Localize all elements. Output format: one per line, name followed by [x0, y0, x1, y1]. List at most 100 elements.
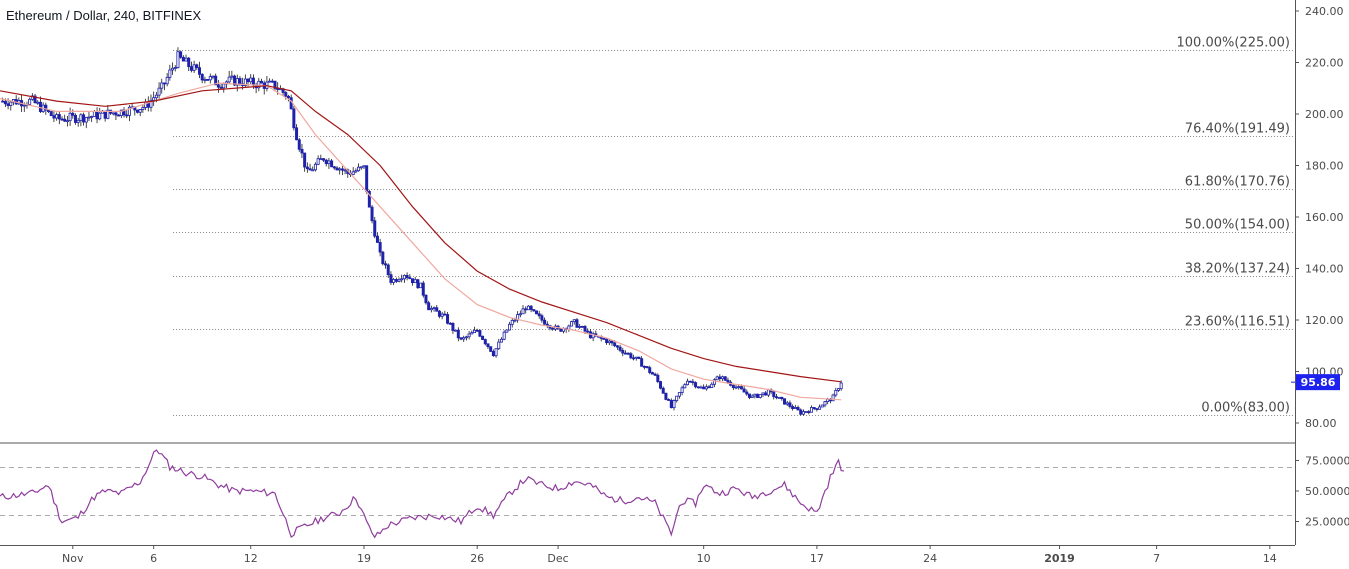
candle-body	[286, 95, 290, 99]
candle-body	[664, 392, 668, 400]
candle-body	[200, 73, 204, 81]
candle-body	[424, 294, 428, 304]
fib-level-label: 61.80%(170.76)	[1185, 175, 1290, 190]
rsi-tick-label: 75.0000	[1305, 455, 1349, 468]
candle-body	[117, 114, 121, 117]
candle-body	[73, 114, 77, 123]
candle-body	[672, 400, 676, 409]
candle-body	[400, 278, 404, 281]
candle-body	[758, 394, 762, 398]
candle-body	[745, 391, 749, 395]
candle-body	[370, 206, 374, 222]
candle-body	[208, 76, 212, 81]
candle-body	[667, 399, 671, 401]
candle-body	[753, 393, 757, 397]
candle-body	[707, 386, 711, 389]
candle-body	[303, 152, 307, 168]
candle-body	[650, 372, 654, 375]
candle-body	[429, 308, 433, 311]
candle-body	[111, 112, 115, 115]
candle-body	[52, 115, 56, 119]
candle-body	[95, 111, 99, 120]
candle-body	[807, 411, 811, 413]
candle-body	[322, 158, 326, 161]
fib-level-label: 23.60%(116.51)	[1185, 315, 1290, 330]
candle-body	[235, 78, 239, 86]
candle-body	[718, 376, 722, 380]
candle-body	[375, 235, 379, 243]
symbol-name: Ethereum / Dollar	[6, 8, 107, 23]
candle-body	[437, 310, 441, 317]
candle-body	[373, 220, 377, 237]
price-tick-label: 120.00	[1305, 314, 1344, 327]
candle-body	[284, 92, 288, 97]
candle-body	[602, 338, 606, 340]
fib-level-label: 38.20%(137.24)	[1185, 262, 1290, 277]
candle-body	[211, 75, 215, 78]
candle-body	[804, 411, 808, 413]
candle-body	[688, 380, 692, 383]
fib-level-label: 50.00%(154.00)	[1185, 218, 1290, 233]
candle-body	[521, 308, 525, 315]
candle-body	[343, 169, 347, 172]
candle-body	[103, 110, 107, 119]
candle-body	[497, 341, 501, 350]
candle-body	[9, 101, 13, 106]
candle-body	[141, 107, 145, 110]
candle-body	[669, 399, 673, 409]
candle-body	[615, 345, 619, 348]
candle-body	[354, 170, 358, 173]
candle-body	[535, 310, 539, 315]
candle-body	[766, 389, 770, 396]
candle-body	[289, 97, 293, 110]
candle-body	[685, 380, 689, 386]
candle-body	[243, 78, 247, 86]
candle-body	[127, 106, 131, 116]
candle-body	[653, 373, 657, 376]
candle-body	[365, 165, 369, 192]
candle-body	[518, 313, 522, 316]
candle-body	[319, 158, 323, 161]
candle-body	[791, 406, 795, 410]
time-tick-label: 19	[357, 552, 371, 565]
candle-body	[451, 322, 455, 331]
candle-body	[486, 343, 490, 348]
symbol-interval[interactable]: 240	[113, 8, 136, 23]
candle-body	[392, 279, 396, 283]
candle-body	[300, 148, 304, 154]
candle-body	[71, 112, 75, 116]
candle-body	[165, 76, 169, 85]
candle-body	[815, 408, 819, 410]
candle-body	[731, 384, 735, 388]
price-tick-label: 200.00	[1305, 108, 1344, 121]
candle-body	[785, 402, 789, 405]
candle-body	[750, 395, 754, 398]
candle-body	[629, 353, 633, 359]
candle-body	[405, 275, 409, 279]
candle-body	[610, 340, 614, 344]
candle-body	[513, 319, 517, 322]
time-tick-label: 7	[1153, 552, 1160, 565]
candle-body	[583, 326, 587, 332]
candle-body	[65, 120, 69, 123]
candle-body	[524, 308, 528, 311]
candle-body	[270, 80, 274, 83]
candle-body	[793, 407, 797, 410]
candle-body	[381, 251, 385, 265]
candle-body	[551, 327, 555, 330]
candle-body	[715, 376, 719, 381]
candle-body	[710, 383, 714, 388]
candle-body	[192, 64, 196, 71]
candle-body	[273, 80, 277, 89]
candle-body	[675, 395, 679, 402]
candle-body	[168, 69, 172, 78]
candle-body	[432, 307, 436, 310]
candle-body	[761, 392, 765, 396]
candle-body	[491, 351, 495, 357]
symbol-exchange: BITFINEX	[142, 8, 202, 23]
candle-body	[499, 338, 503, 343]
candle-body	[84, 116, 88, 123]
candle-body	[502, 331, 506, 340]
candle-body	[44, 104, 48, 111]
time-tick-label: 10	[697, 552, 711, 565]
